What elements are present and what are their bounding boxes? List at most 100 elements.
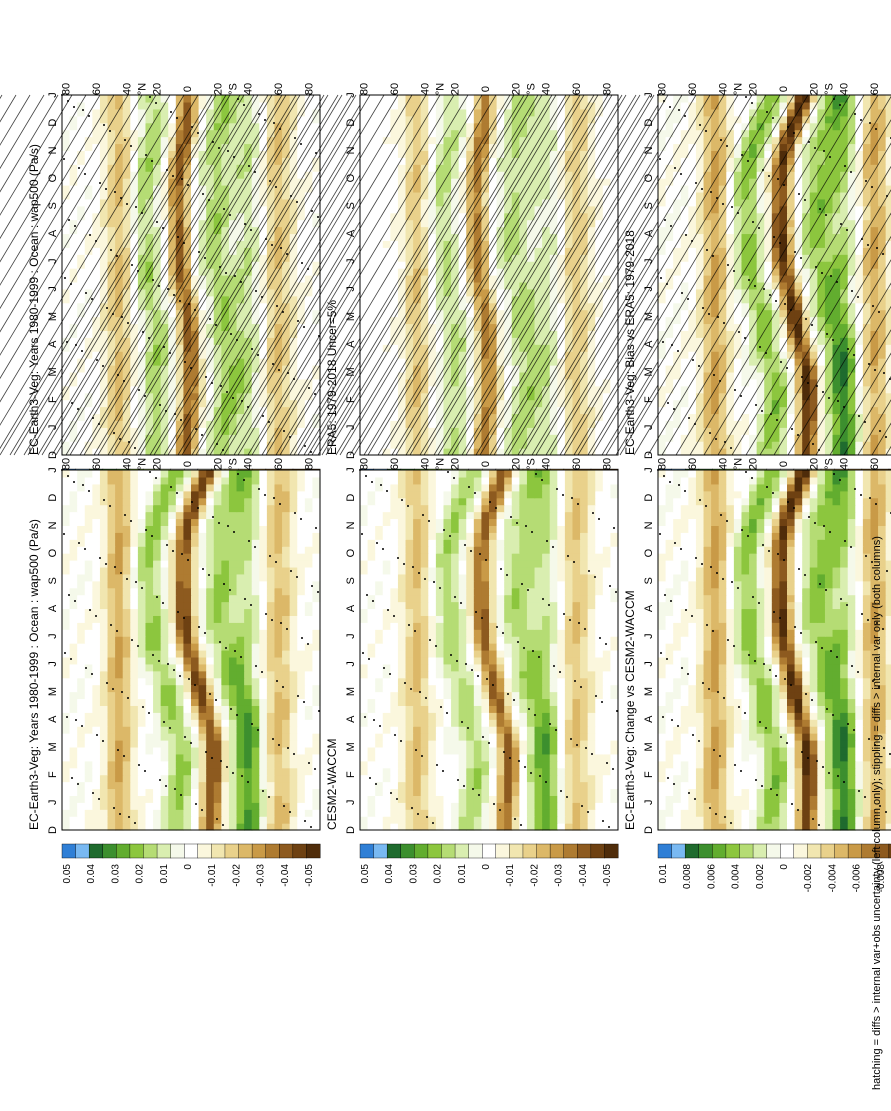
heatmap-cell [274, 622, 283, 630]
heatmap-cell [266, 143, 276, 151]
heatmap-cell [183, 281, 192, 290]
heatmap-cell [382, 323, 391, 331]
heatmap-cell [244, 337, 253, 345]
heatmap-cell [153, 677, 162, 686]
stipple-dot [137, 645, 139, 647]
heatmap-cell [542, 309, 551, 318]
heatmap-cell [473, 330, 483, 338]
heatmap-cell [198, 295, 207, 304]
heatmap-cell [304, 434, 314, 442]
heatmap-cell [428, 295, 437, 304]
heatmap-cell [213, 302, 222, 311]
heatmap-cell [221, 740, 230, 748]
heatmap-cell [160, 129, 169, 138]
heatmap-cell [213, 615, 222, 623]
y-tick-label: 20 [152, 458, 164, 470]
heatmap-cell [557, 254, 566, 262]
heatmap-cell [259, 150, 268, 158]
heatmap-cell [289, 198, 298, 207]
heatmap-cell [312, 774, 321, 783]
heatmap-cell [443, 309, 452, 318]
heatmap-cell [297, 157, 306, 165]
y-tick-label: 0 [182, 461, 194, 467]
heatmap-cell [183, 136, 192, 145]
heatmap-cell [137, 122, 147, 131]
heatmap-cell [259, 740, 268, 748]
heatmap-cell [511, 441, 520, 449]
heatmap-cell [175, 726, 185, 734]
heatmap-cell [458, 254, 467, 262]
heatmap-cell [183, 629, 192, 637]
heatmap-cell [259, 823, 268, 831]
heatmap-cell [77, 733, 86, 741]
heatmap-cell [84, 476, 93, 485]
heatmap-cell [304, 392, 314, 401]
heatmap-cell [557, 448, 566, 456]
heatmap-cell [557, 261, 566, 269]
heatmap-cell [213, 490, 222, 499]
heatmap-cell [304, 518, 314, 526]
heatmap-cell [153, 539, 162, 547]
heatmap-cell [69, 337, 78, 345]
heatmap-cell [160, 157, 169, 165]
heatmap-cell [297, 337, 306, 345]
heatmap-cell [107, 483, 116, 492]
heatmap-cell [130, 323, 139, 331]
y-tick-label: 80 [61, 458, 73, 470]
heatmap-cell [175, 323, 185, 331]
heatmap-cell [107, 399, 116, 408]
heatmap-cell [130, 650, 139, 658]
heatmap-cell [289, 316, 298, 325]
heatmap-cell [526, 309, 536, 318]
heatmap-cell [274, 470, 283, 478]
heatmap-cell [274, 753, 283, 762]
heatmap-cell [580, 392, 589, 401]
heatmap-cell [62, 378, 71, 387]
heatmap-cell [390, 309, 399, 318]
stipple-dot [308, 387, 310, 389]
heatmap-cell [62, 788, 71, 796]
heatmap-cell [297, 774, 306, 783]
heatmap-cell [77, 580, 86, 589]
heatmap-cell [602, 371, 612, 380]
heatmap-cell [289, 385, 298, 394]
heatmap-cell [77, 470, 86, 478]
heatmap-cell [84, 365, 93, 373]
heatmap-cell [610, 261, 619, 269]
heatmap-cell [572, 427, 581, 435]
hemisphere-label: °S [228, 83, 240, 95]
heatmap-cell [228, 392, 238, 401]
heatmap-cell [69, 233, 78, 241]
heatmap-cell [304, 497, 314, 506]
heatmap-cell [390, 385, 399, 394]
heatmap-cell [84, 490, 93, 499]
heatmap-cell [92, 205, 101, 214]
heatmap-cell [69, 101, 78, 110]
heatmap-cell [213, 774, 222, 783]
heatmap-cell [115, 566, 124, 575]
heatmap-cell [191, 580, 200, 589]
heatmap-cell [175, 288, 185, 297]
heatmap-cell [564, 365, 574, 373]
heatmap-cell [62, 615, 71, 623]
heatmap-cell [244, 733, 253, 741]
heatmap-cell [168, 560, 177, 568]
heatmap-cell [289, 427, 298, 435]
heatmap-cell [198, 629, 207, 637]
heatmap-cell [274, 705, 283, 713]
heatmap-cell [289, 622, 298, 630]
heatmap-cell [221, 309, 230, 318]
heatmap-cell [137, 615, 147, 623]
heatmap-cell [282, 546, 291, 554]
heatmap-cell [511, 254, 520, 262]
heatmap-cell [137, 136, 147, 145]
heatmap-cell [602, 268, 612, 276]
stipple-dot [240, 281, 242, 283]
heatmap-cell [107, 185, 116, 193]
heatmap-cell [145, 212, 154, 221]
heatmap-cell [115, 740, 124, 748]
colorbar-label: -0.05 [304, 864, 315, 887]
heatmap-cell [244, 115, 253, 124]
heatmap-cell [282, 371, 291, 380]
heatmap-cell [390, 420, 399, 428]
